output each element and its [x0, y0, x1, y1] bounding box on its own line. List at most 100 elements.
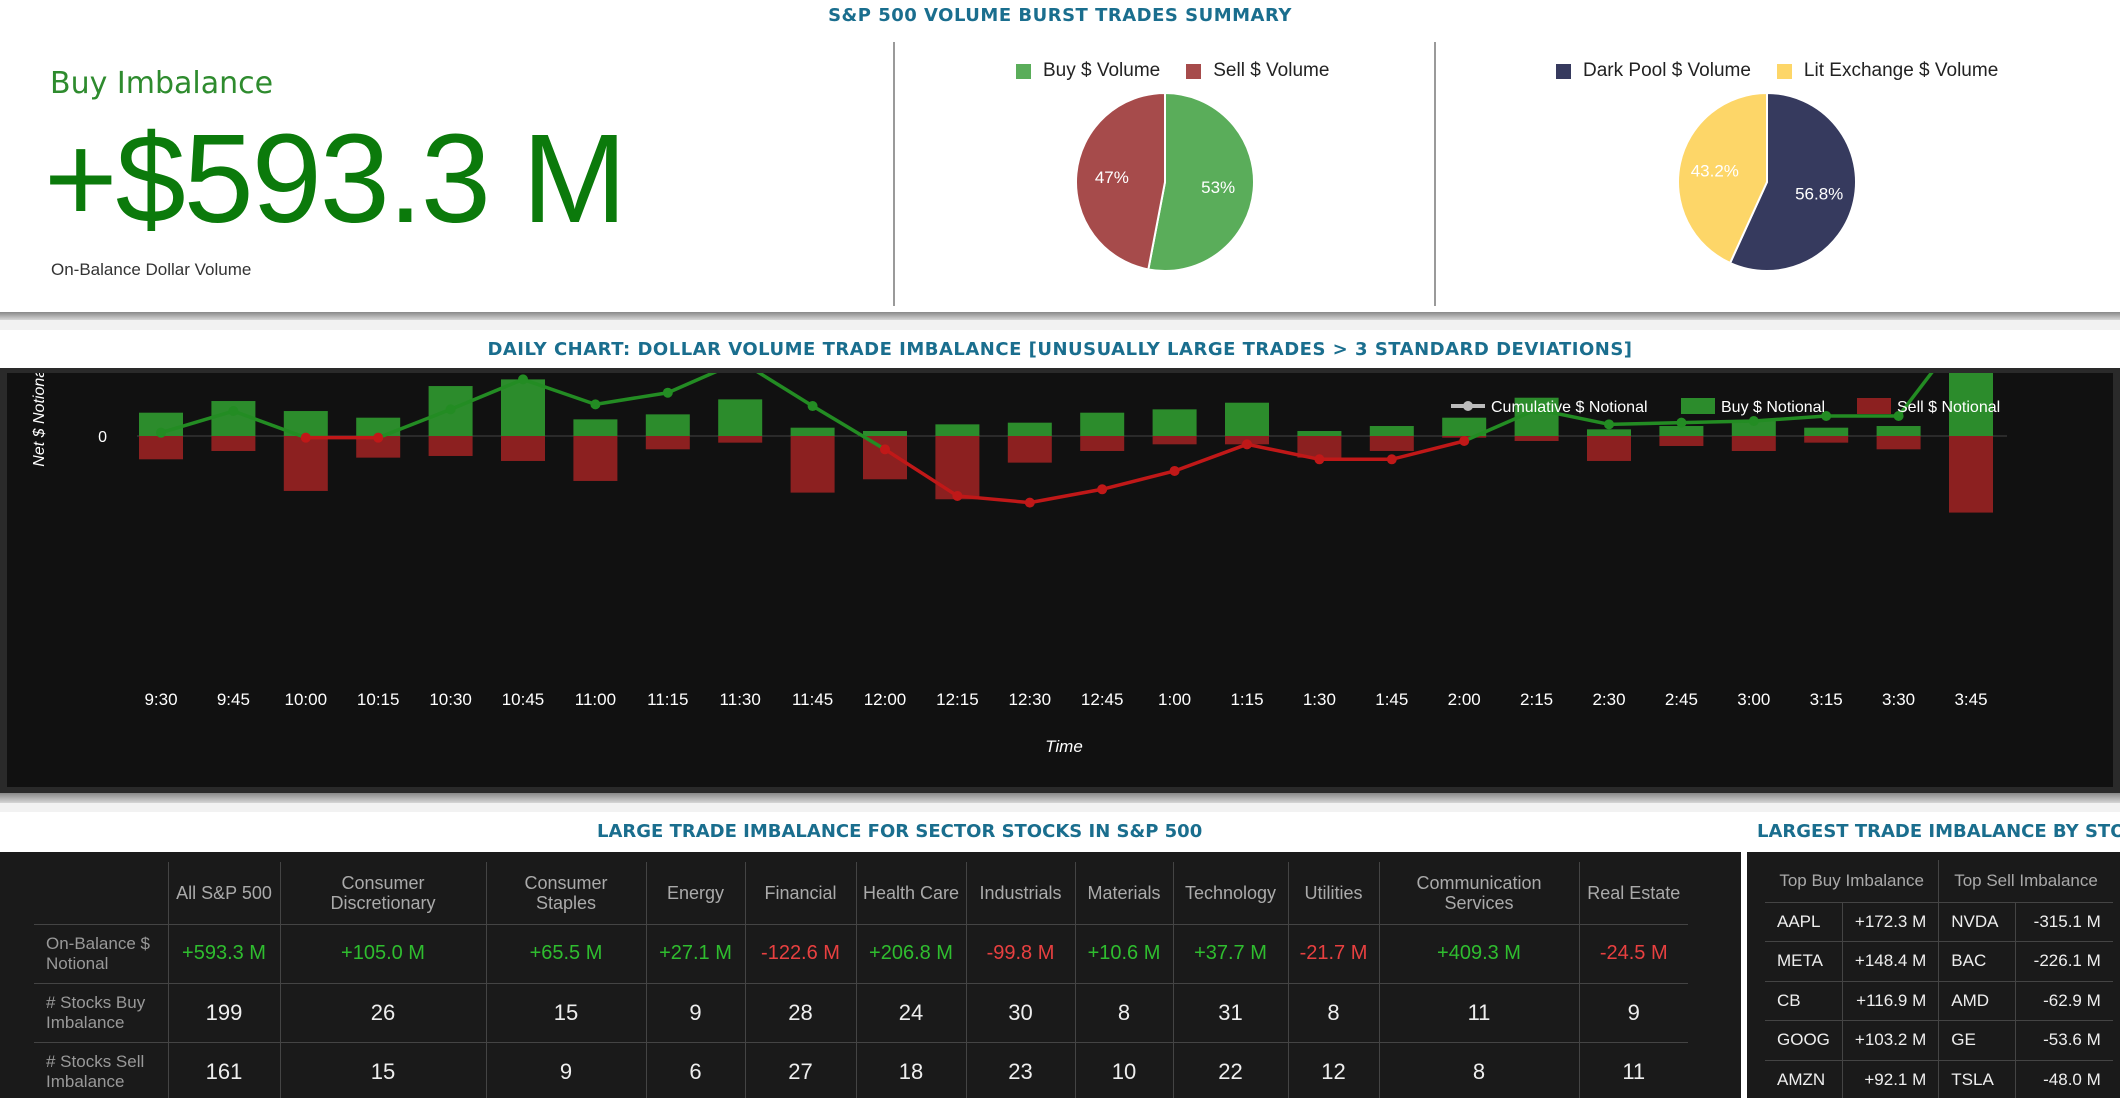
cumulative-point[interactable] [590, 399, 601, 410]
buy-bar[interactable] [1804, 427, 1849, 436]
divider [893, 42, 895, 306]
cumulative-point[interactable] [1604, 419, 1614, 430]
cumulative-point[interactable] [1386, 454, 1397, 465]
pie-slice-label: 56.8% [1795, 184, 1843, 203]
buy-bar[interactable] [1731, 421, 1776, 436]
legend-item-dark-pool-volume[interactable]: Dark Pool $ Volume [1556, 60, 1751, 82]
sell-bar[interactable] [139, 436, 183, 460]
table-row: On-Balance $ Notional +593.3 M +105.0 M +65… [34, 923, 1688, 983]
cumulative-line-segment [1391, 439, 1465, 462]
sell-bar[interactable] [1369, 436, 1414, 451]
buy-sell-pie-legend[interactable]: Buy $ Volume Sell $ Volume [1016, 60, 1329, 82]
sell-bar[interactable] [718, 436, 763, 443]
buy-bar[interactable] [1080, 412, 1125, 436]
sell-bar[interactable] [790, 436, 835, 493]
chart-legend[interactable]: Cumulative $ Notional Buy $ Notional Sell … [1451, 398, 2000, 416]
cumulative-point[interactable] [1459, 435, 1470, 446]
buy-bar[interactable] [356, 417, 401, 436]
buy-sell-pie-chart[interactable]: 53% 47% [1070, 87, 1260, 277]
y-axis-label: Net $ Notional [31, 373, 48, 467]
cumulative-point[interactable] [1821, 411, 1832, 422]
sell-bar[interactable] [283, 436, 328, 491]
legend-item-sell-volume[interactable]: Sell $ Volume [1186, 60, 1329, 82]
sell-bar[interactable] [1659, 436, 1704, 446]
buy-bar[interactable] [1659, 426, 1704, 436]
table-row: CB +116.9 M AMD -62.9 M [1765, 980, 2113, 1021]
sell-bar[interactable] [1949, 436, 1993, 513]
buy-bar[interactable] [1876, 426, 1921, 436]
sell-bar[interactable] [1514, 436, 1559, 441]
x-axis-label: Time [1045, 737, 1083, 756]
cumulative-point[interactable] [1676, 417, 1687, 428]
cumulative-point[interactable] [1242, 439, 1252, 450]
cumulative-point[interactable] [1097, 484, 1108, 495]
buy-bar[interactable] [501, 379, 545, 436]
buy-bar[interactable] [1297, 431, 1342, 436]
cumulative-point[interactable] [156, 427, 166, 438]
cumulative-point[interactable] [662, 387, 673, 398]
cumulative-point[interactable] [445, 404, 456, 415]
cumulative-point[interactable] [1893, 411, 1904, 422]
legend-item-buy-volume[interactable]: Buy $ Volume [1016, 60, 1160, 82]
table-row: # Stocks Sell Imbalance 161 15 9 6 27 18 23 10 22… [34, 1041, 1688, 1098]
buy-bar[interactable] [1152, 409, 1197, 436]
sell-bar[interactable] [1731, 436, 1776, 451]
sell-bar[interactable] [211, 436, 256, 451]
daily-imbalance-chart[interactable]: 500M0Net $ Notional9:309:4510:0010:1510:… [7, 263, 2113, 787]
darkpool-lit-pie-chart[interactable]: 56.8% 43.2% [1672, 87, 1862, 277]
sell-bar[interactable] [1152, 436, 1197, 445]
sell-bar[interactable] [1007, 436, 1052, 463]
sector-panel-header: LARGE TRADE IMBALANCE FOR SECTOR STOCKS … [0, 812, 1741, 852]
cumulative-point[interactable] [880, 444, 890, 455]
cumulative-point[interactable] [300, 432, 311, 443]
pie-slice[interactable] [1728, 91, 1857, 272]
buy-bar[interactable] [790, 427, 835, 436]
buy-bar[interactable] [1442, 417, 1487, 436]
buy-bar[interactable] [1225, 402, 1269, 436]
buy-bar[interactable] [1587, 429, 1631, 436]
buy-bar[interactable] [1369, 426, 1414, 436]
darkpool-lit-pie-legend[interactable]: Dark Pool $ Volume Lit Exchange $ Volume [1556, 60, 1998, 82]
divider [0, 803, 2120, 812]
cumulative-point[interactable] [1531, 404, 1542, 415]
buy-bar[interactable] [645, 414, 690, 436]
buy-bar[interactable] [573, 419, 618, 436]
pie-slice[interactable] [1147, 91, 1255, 272]
sell-bar[interactable] [645, 436, 690, 450]
legend-item-lit-exchange-volume[interactable]: Lit Exchange $ Volume [1776, 60, 1998, 82]
table-header-row: All S&P 500 Consumer Discretionary Consu… [34, 862, 1688, 924]
cumulative-point[interactable] [1314, 454, 1325, 465]
table-cell: +206.8 M [856, 923, 967, 983]
table-header-row: Top Buy Imbalance Top Sell Imbalance [1765, 860, 2113, 902]
pie-slice[interactable] [1075, 91, 1166, 271]
cumulative-point[interactable] [1024, 497, 1035, 508]
buy-bar[interactable] [718, 399, 763, 436]
sell-bar[interactable] [1587, 436, 1631, 461]
cumulative-point[interactable] [1748, 416, 1759, 427]
cumulative-point[interactable] [952, 490, 963, 501]
sell-bar[interactable] [1876, 436, 1921, 450]
cumulative-point[interactable] [1169, 465, 1180, 476]
sell-bar[interactable] [428, 436, 473, 456]
cumulative-line-segment [1029, 487, 1103, 505]
cumulative-point[interactable] [518, 374, 528, 385]
x-tick-label: 1:15 [1230, 690, 1263, 709]
sell-bar[interactable] [1297, 436, 1342, 458]
cumulative-point[interactable] [807, 401, 818, 412]
buy-bar[interactable] [863, 431, 907, 436]
sell-bar[interactable] [356, 436, 401, 458]
cumulative-point[interactable] [228, 406, 239, 417]
sell-bar[interactable] [1804, 436, 1849, 443]
pie-slice[interactable] [1677, 91, 1768, 265]
sell-bar[interactable] [501, 436, 545, 461]
cumulative-point[interactable] [373, 432, 384, 443]
sell-bar[interactable] [1080, 436, 1125, 451]
table-cell: 9 [646, 982, 746, 1042]
buy-imbalance-label: Buy Imbalance [50, 66, 274, 101]
x-tick-label: 2:45 [1665, 690, 1698, 709]
sell-bar[interactable] [935, 436, 980, 500]
buy-bar[interactable] [935, 424, 980, 436]
buy-bar[interactable] [1007, 422, 1052, 436]
table-cell: +105.0 M [280, 923, 487, 983]
sell-bar[interactable] [573, 436, 618, 481]
